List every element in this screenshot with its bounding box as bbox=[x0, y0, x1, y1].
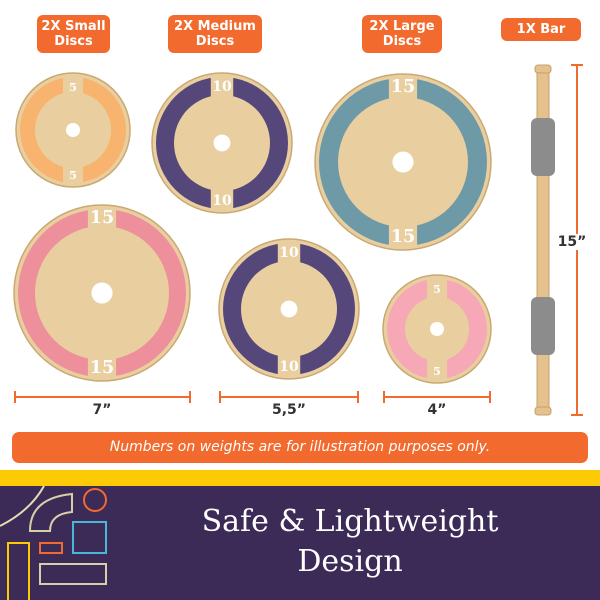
dimension-lines bbox=[14, 64, 583, 416]
disc-number: 15 bbox=[391, 76, 415, 97]
weight-disc: 10 10 bbox=[151, 72, 293, 214]
shapes-decoration-icon bbox=[0, 486, 107, 600]
bar bbox=[531, 64, 555, 416]
weight-disc: 55 bbox=[382, 274, 492, 384]
label-large-discs: 2X Large Discs bbox=[362, 15, 442, 53]
dimension-medium: 5,5” bbox=[271, 402, 306, 418]
disc-number: 15 bbox=[391, 226, 415, 247]
disc-number: 10 bbox=[279, 245, 299, 261]
disc-hole bbox=[430, 322, 444, 336]
disc-hole bbox=[213, 134, 231, 152]
footer-panel bbox=[0, 486, 600, 600]
disc-number: 5 bbox=[433, 283, 441, 296]
disc-number: 10 bbox=[212, 193, 232, 209]
disclaimer-banner: Numbers on weights are for illustration … bbox=[12, 432, 588, 463]
disc-hole bbox=[66, 123, 80, 137]
grip-top bbox=[531, 118, 555, 176]
grip-bottom bbox=[531, 297, 555, 355]
disc-number: 5 bbox=[433, 365, 441, 378]
yellow-stripe bbox=[0, 470, 600, 486]
disc-number: 10 bbox=[279, 359, 299, 375]
dimension-large: 7” bbox=[92, 402, 112, 418]
weight-disc: 10 10 bbox=[218, 238, 360, 380]
footer-title: Safe & Lightweight Design bbox=[201, 504, 499, 579]
label-medium-discs: 2X Medium Discs bbox=[168, 15, 262, 53]
disc-number: 15 bbox=[90, 357, 114, 378]
disc-hole bbox=[392, 151, 414, 173]
disc-number: 5 bbox=[69, 168, 77, 182]
dimension-small: 4” bbox=[427, 402, 447, 418]
disc-hole bbox=[91, 282, 113, 304]
weight-disc: 55 bbox=[15, 72, 131, 188]
disc-number: 10 bbox=[212, 79, 232, 95]
disc-number: 15 bbox=[90, 207, 114, 228]
label-small-discs: 2X Small Discs bbox=[37, 15, 110, 53]
dimension-bar: 15” bbox=[552, 234, 592, 250]
disc-number: 5 bbox=[69, 80, 77, 94]
disc-hole bbox=[280, 300, 298, 318]
label-bar: 1X Bar bbox=[501, 18, 581, 41]
